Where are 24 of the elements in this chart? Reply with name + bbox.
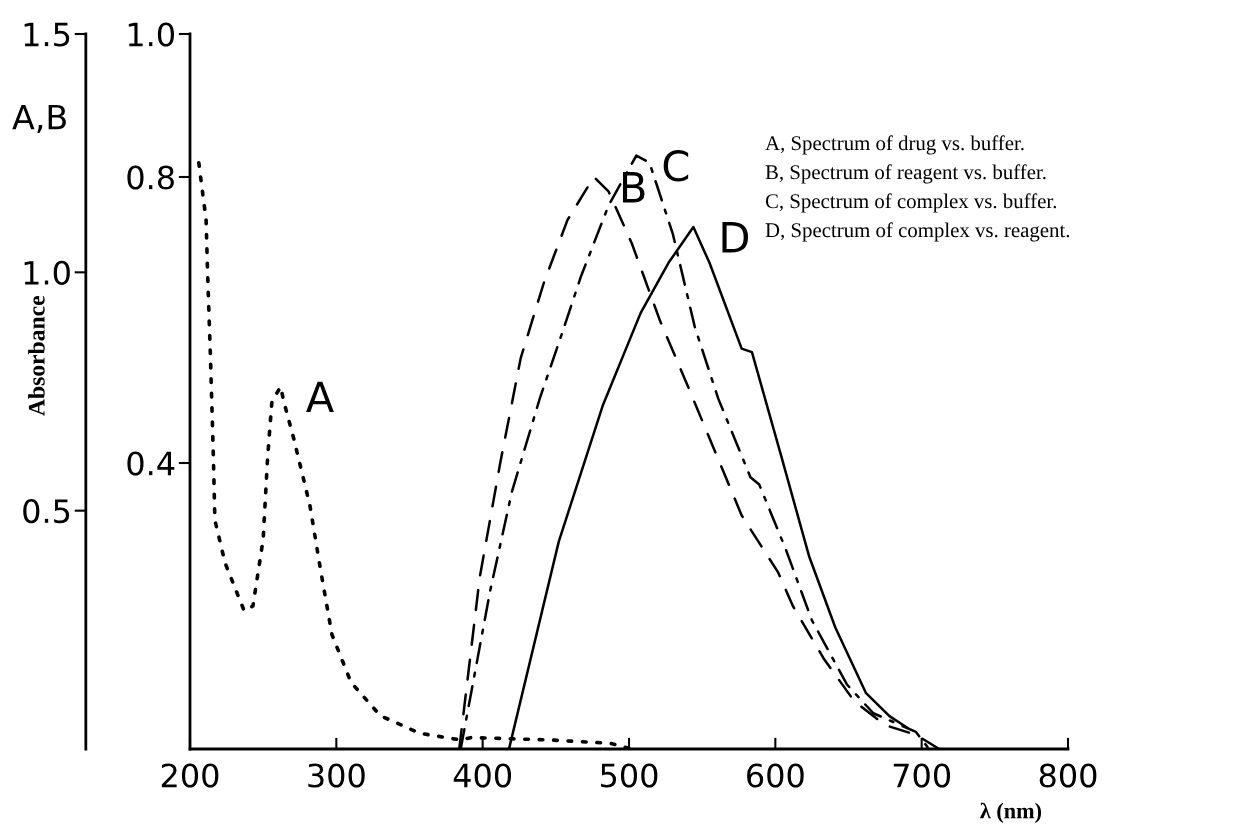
series-label: C	[663, 150, 689, 182]
x-tick-label: 500	[600, 763, 658, 788]
x-tick-label: 800	[1039, 763, 1097, 788]
y2-tick-label: 1.0	[24, 260, 70, 285]
series-label: A	[306, 381, 334, 413]
annotation: B, Spectrum of reagent vs. buffer.	[765, 164, 1046, 184]
y-tick-label: 1.0	[128, 22, 174, 47]
x-axis-title: λ (nm)	[980, 802, 1042, 823]
text: A,B	[12, 104, 66, 134]
annotation: A, Spectrum of drug vs. buffer.	[765, 135, 1024, 155]
x-tick-label: 700	[893, 763, 951, 788]
y2-tick-label: 0.5	[23, 499, 70, 524]
y2-tick-label: 1.5	[24, 22, 70, 47]
y2-axis-title: Absorbance	[28, 296, 45, 416]
annotation: D, Spectrum of complex vs. reagent.	[765, 222, 1070, 242]
series-label: B	[622, 172, 645, 203]
y-tick-label: 0.8	[127, 165, 174, 190]
x-tick-label: 400	[453, 763, 512, 788]
y-tick-label: 0.4	[127, 451, 175, 476]
x-tick-label: 200	[161, 763, 219, 788]
annotation: C, Spectrum of complex vs. buffer.	[765, 193, 1057, 213]
x-tick-label: 300	[308, 763, 365, 788]
series-label: D	[722, 222, 749, 253]
x-tick-label: 600	[747, 763, 804, 788]
